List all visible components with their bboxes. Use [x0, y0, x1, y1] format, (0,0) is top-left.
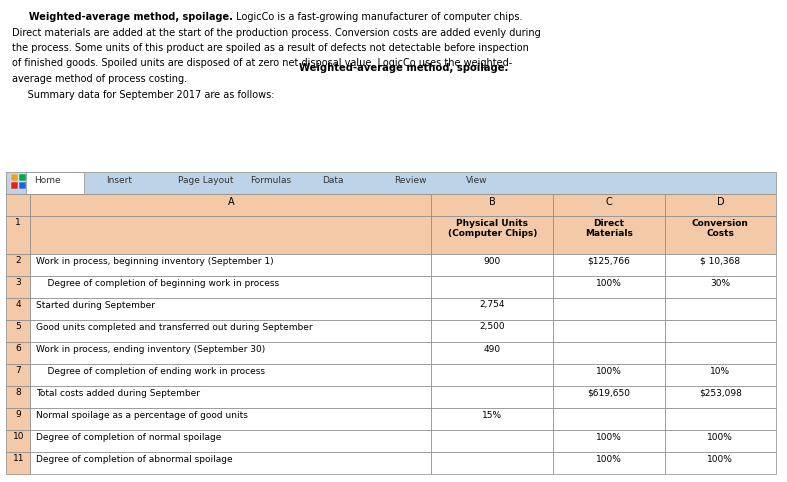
Text: 100%: 100%	[597, 366, 622, 375]
Text: the process. Some units of this product are spoiled as a result of defects not d: the process. Some units of this product …	[12, 43, 529, 53]
Text: Degree of completion of abnormal spoilage: Degree of completion of abnormal spoilag…	[36, 455, 233, 464]
Text: Normal spoilage as a percentage of good units: Normal spoilage as a percentage of good …	[36, 411, 249, 419]
Text: Formulas: Formulas	[250, 176, 291, 185]
Text: Degree of completion of beginning work in process: Degree of completion of beginning work i…	[36, 279, 279, 287]
Text: 2: 2	[16, 256, 21, 265]
Text: D: D	[716, 197, 724, 207]
Text: of finished goods. Spoiled units are disposed of at zero net disposal value. Log: of finished goods. Spoiled units are dis…	[12, 58, 512, 68]
Text: Work in process, beginning inventory (September 1): Work in process, beginning inventory (Se…	[36, 256, 274, 266]
Text: 10%: 10%	[711, 366, 730, 375]
Text: $619,650: $619,650	[588, 388, 630, 398]
Text: Direct
Materials: Direct Materials	[586, 219, 633, 239]
Text: View: View	[466, 176, 487, 185]
Text: $253,098: $253,098	[699, 388, 742, 398]
Text: Degree of completion of ending work in process: Degree of completion of ending work in p…	[36, 366, 265, 375]
Text: 11: 11	[13, 454, 24, 463]
Text: 100%: 100%	[597, 432, 622, 442]
Text: 3: 3	[16, 278, 21, 287]
Text: 900: 900	[484, 256, 501, 266]
Text: 30%: 30%	[711, 279, 730, 287]
Text: 6: 6	[16, 344, 21, 353]
Text: Work in process, ending inventory (September 30): Work in process, ending inventory (Septe…	[36, 345, 266, 353]
Text: 5: 5	[16, 322, 21, 331]
Text: Review: Review	[394, 176, 427, 185]
Text: 8: 8	[16, 388, 21, 397]
Text: 100%: 100%	[597, 455, 622, 464]
Text: A: A	[227, 197, 234, 207]
Text: 2,754: 2,754	[479, 300, 505, 309]
Text: 10: 10	[13, 432, 24, 441]
Text: Physical Units
(Computer Chips): Physical Units (Computer Chips)	[448, 219, 537, 239]
Text: Insert: Insert	[106, 176, 132, 185]
Text: Page Layout: Page Layout	[178, 176, 234, 185]
Text: Data: Data	[322, 176, 343, 185]
Text: 1: 1	[16, 218, 21, 227]
Text: 15%: 15%	[482, 411, 502, 419]
Text: Started during September: Started during September	[36, 300, 156, 309]
Text: 490: 490	[484, 345, 501, 353]
Text: LogicCo is a fast-growing manufacturer of computer chips.: LogicCo is a fast-growing manufacturer o…	[233, 12, 523, 22]
Text: B: B	[489, 197, 496, 207]
Text: 100%: 100%	[708, 432, 733, 442]
Text: Home: Home	[34, 176, 61, 185]
Text: Direct materials are added at the start of the production process. Conversion co: Direct materials are added at the start …	[12, 27, 541, 38]
Text: Summary data for September 2017 are as follows:: Summary data for September 2017 are as f…	[12, 90, 275, 99]
Text: Total costs added during September: Total costs added during September	[36, 388, 201, 398]
Text: Weighted-average method, spoilage.: Weighted-average method, spoilage.	[12, 12, 233, 22]
Text: $125,766: $125,766	[588, 256, 630, 266]
Text: average method of process costing.: average method of process costing.	[12, 74, 187, 84]
Text: Good units completed and transferred out during September: Good units completed and transferred out…	[36, 322, 313, 332]
Text: 4: 4	[16, 300, 21, 309]
Text: 2,500: 2,500	[479, 322, 505, 332]
Text: 9: 9	[16, 410, 21, 419]
Text: 100%: 100%	[597, 279, 622, 287]
Text: Degree of completion of normal spoilage: Degree of completion of normal spoilage	[36, 432, 222, 442]
Text: Weighted-average method, spoilage.: Weighted-average method, spoilage.	[298, 64, 508, 73]
Text: C: C	[606, 197, 612, 207]
Text: $ 10,368: $ 10,368	[700, 256, 741, 266]
Text: 7: 7	[16, 366, 21, 375]
Text: 100%: 100%	[708, 455, 733, 464]
Text: Conversion
Costs: Conversion Costs	[692, 219, 748, 239]
